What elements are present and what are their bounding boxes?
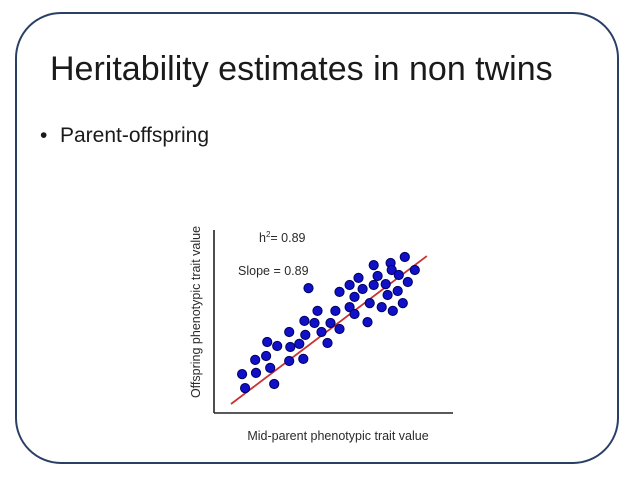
scatter-point-34 (368, 260, 379, 271)
y-axis-label: Offspring phenotypic trait value (189, 226, 203, 398)
scatter-point-30 (353, 272, 364, 283)
scatter-point-44 (393, 269, 404, 281)
scatter-point-43 (392, 285, 403, 297)
bullet-dot: • (40, 124, 48, 147)
scatter-point-26 (344, 302, 355, 313)
scatter-point-20 (316, 326, 327, 338)
scatter-point-16 (299, 315, 310, 326)
scatter-point-39 (382, 289, 393, 301)
scatter-point-6 (265, 362, 276, 373)
scatter-point-25 (334, 323, 345, 335)
scatter-point-1 (240, 383, 251, 394)
scatter-point-46 (399, 251, 410, 263)
slope-annotation: Slope = 0.89 (238, 264, 309, 278)
scatter-points (237, 251, 420, 394)
scatter-point-45 (397, 298, 408, 309)
scatter-point-4 (250, 354, 261, 365)
scatter-point-35 (368, 279, 379, 291)
scatter-point-22 (325, 317, 336, 329)
scatter-point-29 (349, 308, 360, 320)
scatter-point-37 (376, 302, 387, 313)
scatter-point-15 (300, 329, 311, 340)
scatter-point-2 (237, 369, 248, 380)
x-axis-label: Mid-parent phenotypic trait value (247, 429, 428, 443)
scatter-point-7 (269, 378, 280, 390)
scatter-point-21 (322, 337, 333, 349)
scatter-point-8 (262, 336, 273, 348)
scatter-point-13 (294, 338, 305, 349)
scatter-point-33 (362, 317, 373, 328)
scatter-point-48 (409, 264, 420, 276)
scatter-point-9 (272, 340, 283, 352)
scatter-point-18 (312, 305, 323, 316)
scatter-point-23 (330, 305, 341, 316)
scatter-point-12 (284, 326, 295, 338)
scatter-point-41 (386, 264, 397, 276)
scatter-point-28 (349, 291, 360, 302)
scatter-point-31 (357, 283, 368, 295)
slide-title: Heritability estimates in non twins (50, 50, 553, 88)
slide-frame (15, 12, 619, 464)
scatter-point-10 (284, 355, 295, 367)
scatter-point-14 (298, 353, 309, 364)
bullet-item: • Parent-offspring (40, 124, 209, 148)
scatter-point-5 (261, 350, 272, 362)
scatter-point-3 (250, 367, 262, 378)
bullet-text: Parent-offspring (60, 124, 210, 147)
scatter-point-24 (334, 286, 345, 297)
heritability-annotation: h2= 0.89 (259, 230, 306, 245)
scatter-point-17 (309, 317, 320, 329)
scatter-point-11 (285, 341, 296, 353)
scatter-point-38 (380, 279, 391, 290)
scatter-point-19 (303, 283, 314, 294)
scatter-point-27 (344, 279, 355, 291)
regression-line (230, 255, 428, 405)
scatter-point-42 (387, 305, 398, 316)
scatter-point-32 (364, 298, 375, 309)
scatter-point-47 (402, 276, 413, 288)
scatter-point-36 (372, 270, 383, 282)
